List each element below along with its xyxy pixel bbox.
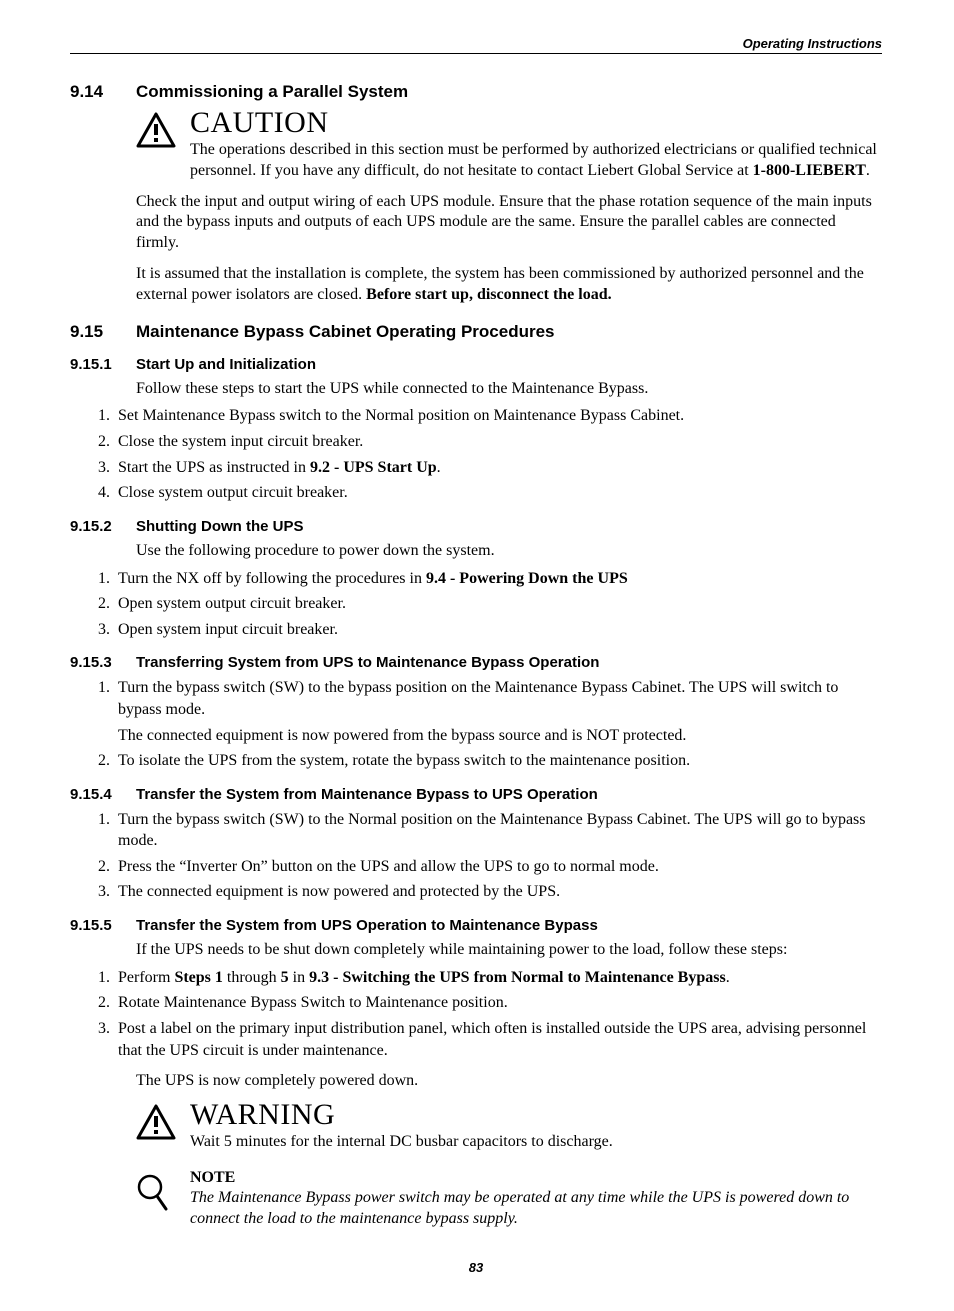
heading-number: 9.15.5 [70, 917, 136, 934]
text-bold: Steps 1 [174, 969, 222, 986]
list-item: Turn the NX off by following the procedu… [114, 568, 882, 590]
paragraph: Use the following procedure to power dow… [136, 541, 882, 562]
paragraph: Follow these steps to start the UPS whil… [136, 379, 882, 400]
text-bold: Before start up, disconnect the load. [366, 286, 611, 303]
list-item: To isolate the UPS from the system, rota… [114, 750, 882, 772]
list-item: Perform Steps 1 through 5 in 9.3 - Switc… [114, 967, 882, 989]
text-bold: 5 [281, 969, 289, 986]
note-title: NOTE [190, 1169, 882, 1187]
heading-title: Transfer the System from UPS Operation t… [136, 917, 598, 934]
note-block: NOTE The Maintenance Bypass power switch… [136, 1169, 882, 1230]
heading-title: Maintenance Bypass Cabinet Operating Pro… [136, 322, 555, 342]
list-item: Set Maintenance Bypass switch to the Nor… [114, 405, 882, 427]
warning-content: WARNING Wait 5 minutes for the internal … [190, 1100, 882, 1153]
text: The connected equipment is now powered f… [118, 725, 882, 747]
warning-title: WARNING [190, 1100, 882, 1130]
heading-9-15-2: 9.15.2 Shutting Down the UPS [70, 518, 882, 535]
list-item: Close the system input circuit breaker. [114, 431, 882, 453]
steps-list: Turn the NX off by following the procedu… [70, 568, 882, 641]
heading-number: 9.15.1 [70, 356, 136, 373]
steps-list: Turn the bypass switch (SW) to the Norma… [70, 809, 882, 903]
warning-body: Wait 5 minutes for the internal DC busba… [190, 1132, 882, 1153]
heading-number: 9.14 [70, 82, 136, 102]
heading-9-15: 9.15 Maintenance Bypass Cabinet Operatin… [70, 322, 882, 342]
heading-title: Transferring System from UPS to Maintena… [136, 654, 599, 671]
text-bold: 9.3 - Switching the UPS from Normal to M… [309, 969, 726, 986]
heading-number: 9.15.4 [70, 786, 136, 803]
paragraph: The UPS is now completely powered down. [136, 1071, 882, 1092]
list-item: Rotate Maintenance Bypass Switch to Main… [114, 992, 882, 1014]
list-item: Open system input circuit breaker. [114, 619, 882, 641]
page: Operating Instructions 9.14 Commissionin… [0, 0, 954, 1311]
caution-body: The operations described in this section… [190, 140, 882, 182]
text: through [223, 969, 281, 986]
paragraph: If the UPS needs to be shut down complet… [136, 940, 882, 961]
heading-9-14: 9.14 Commissioning a Parallel System [70, 82, 882, 102]
heading-title: Commissioning a Parallel System [136, 82, 408, 102]
text: in [289, 969, 309, 986]
text: Start the UPS as instructed in [118, 459, 310, 476]
caution-title: CAUTION [190, 108, 882, 138]
steps-list: Perform Steps 1 through 5 in 9.3 - Switc… [70, 967, 882, 1061]
text: Turn the NX off by following the procedu… [118, 570, 426, 587]
list-item: Close system output circuit breaker. [114, 482, 882, 504]
text: . [726, 969, 730, 986]
list-item: Turn the bypass switch (SW) to the bypas… [114, 677, 882, 746]
running-header: Operating Instructions [70, 36, 882, 54]
list-item: Open system output circuit breaker. [114, 593, 882, 615]
heading-number: 9.15.3 [70, 654, 136, 671]
note-body: The Maintenance Bypass power switch may … [190, 1187, 882, 1230]
heading-number: 9.15 [70, 322, 136, 342]
heading-title: Shutting Down the UPS [136, 518, 303, 535]
text-bold: 9.4 - Powering Down the UPS [426, 570, 628, 587]
heading-9-15-1: 9.15.1 Start Up and Initialization [70, 356, 882, 373]
paragraph: It is assumed that the installation is c… [136, 264, 882, 306]
warning-block: WARNING Wait 5 minutes for the internal … [136, 1100, 882, 1153]
steps-list: Set Maintenance Bypass switch to the Nor… [70, 405, 882, 503]
heading-title: Start Up and Initialization [136, 356, 316, 373]
steps-list: Turn the bypass switch (SW) to the bypas… [70, 677, 882, 771]
text: . [437, 459, 441, 476]
heading-title: Transfer the System from Maintenance Byp… [136, 786, 598, 803]
caution-block: CAUTION The operations described in this… [136, 108, 882, 182]
list-item: Start the UPS as instructed in 9.2 - UPS… [114, 457, 882, 479]
page-number: 83 [70, 1260, 882, 1275]
list-item: Post a label on the primary input distri… [114, 1018, 882, 1061]
text: . [866, 162, 870, 179]
list-item: The connected equipment is now powered a… [114, 881, 882, 903]
text-bold: 9.2 - UPS Start Up [310, 459, 437, 476]
list-item: Turn the bypass switch (SW) to the Norma… [114, 809, 882, 852]
heading-number: 9.15.2 [70, 518, 136, 535]
caution-content: CAUTION The operations described in this… [190, 108, 882, 182]
paragraph: Check the input and output wiring of eac… [136, 192, 882, 254]
text: Turn the bypass switch (SW) to the bypas… [118, 679, 838, 718]
caution-icon [136, 108, 190, 182]
heading-9-15-4: 9.15.4 Transfer the System from Maintena… [70, 786, 882, 803]
heading-9-15-3: 9.15.3 Transferring System from UPS to M… [70, 654, 882, 671]
list-item: Press the “Inverter On” button on the UP… [114, 856, 882, 878]
magnifier-icon [136, 1169, 190, 1230]
heading-9-15-5: 9.15.5 Transfer the System from UPS Oper… [70, 917, 882, 934]
warning-icon [136, 1100, 190, 1153]
text: Perform [118, 969, 174, 986]
text-bold: 1-800-LIEBERT [753, 162, 866, 179]
note-content: NOTE The Maintenance Bypass power switch… [190, 1169, 882, 1230]
